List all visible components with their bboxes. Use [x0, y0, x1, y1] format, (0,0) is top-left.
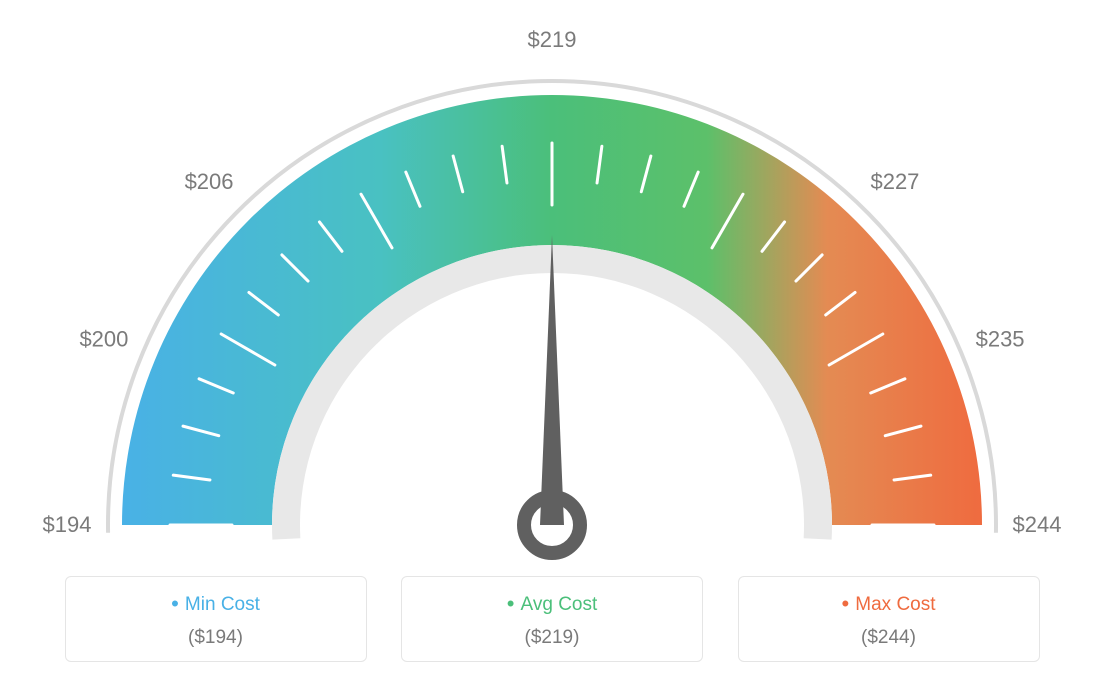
legend-card-min: Min Cost ($194) — [65, 576, 367, 662]
legend-card-avg: Avg Cost ($219) — [401, 576, 703, 662]
cost-gauge-chart: $194 $200 $206 $219 $227 $235 $244 Min Cost ($… — [0, 0, 1104, 690]
legend-max-label: Max Cost — [739, 591, 1039, 617]
gauge-scale-label: $206 — [185, 169, 234, 194]
legend-avg-value: ($219) — [402, 627, 702, 649]
legend-row: Min Cost ($194) Avg Cost ($219) Max Cost… — [0, 576, 1104, 662]
legend-avg-label: Avg Cost — [402, 591, 702, 617]
gauge-scale-label: $244 — [1013, 512, 1062, 537]
gauge-scale-label: $227 — [870, 169, 919, 194]
gauge-scale-label: $235 — [976, 326, 1025, 351]
legend-card-max: Max Cost ($244) — [738, 576, 1040, 662]
legend-min-label: Min Cost — [66, 591, 366, 617]
gauge-scale-label: $194 — [43, 512, 92, 537]
legend-min-value: ($194) — [66, 627, 366, 649]
gauge-needle — [540, 235, 564, 525]
gauge-svg: $194 $200 $206 $219 $227 $235 $244 — [0, 0, 1104, 585]
gauge-scale-label: $219 — [528, 27, 577, 52]
legend-max-value: ($244) — [739, 627, 1039, 649]
gauge-scale-label: $200 — [79, 326, 128, 351]
